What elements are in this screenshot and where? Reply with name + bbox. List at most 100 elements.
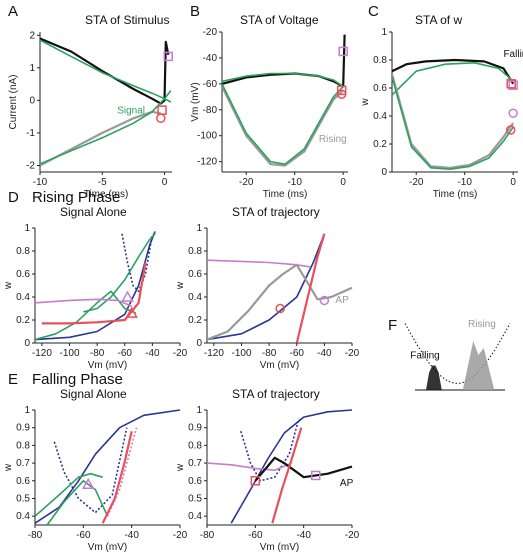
chart-b-ytick-label: -120 — [197, 157, 217, 168]
chart-d1-ylabel: w — [3, 281, 14, 290]
chart-e2-plot-area — [207, 409, 353, 524]
chart-a-xtick-label: -10 — [33, 177, 48, 188]
chart-d2-xtick-label: -20 — [345, 348, 360, 359]
chart-d1-xtick-label: -120 — [32, 348, 52, 359]
chart-e2-annotation-0: AP — [340, 478, 354, 489]
chart-e1-series-2-line — [35, 472, 103, 517]
chart-e1-title: Signal Alone — [60, 387, 127, 401]
chart-e2-ytick-label: 0.4 — [188, 511, 202, 522]
chart-a-xtick-label: 0 — [162, 177, 168, 188]
chart-d1-ytick-label: 0.2 — [16, 315, 30, 326]
chart-f-potential-curve — [404, 323, 511, 384]
chart-b-series-2-line — [222, 85, 344, 167]
chart-d1-series-4-line — [35, 298, 133, 307]
chart-c-annotation-0: Falling — [503, 49, 523, 60]
chart-d1-marker-triangle-red — [125, 306, 138, 318]
panel-letter-f: F — [388, 317, 397, 334]
chart-e1-ytick-label: 0.7 — [16, 458, 30, 469]
panel-letter-c: C — [368, 3, 379, 20]
chart-d2-xtick-label: -100 — [232, 348, 252, 359]
chart-b-marker-square-purple — [338, 46, 348, 57]
chart-c-series-0-line — [392, 58, 515, 85]
panel-letter-a: A — [8, 3, 18, 20]
chart-b-series-3-line — [222, 83, 344, 165]
chart-b-plot-area — [222, 34, 346, 167]
chart-c-series-2-line — [392, 73, 515, 169]
chart-e2-ylabel: w — [175, 463, 186, 472]
chart-e1-plot-area — [35, 409, 181, 525]
chart-e2-series-2-line — [207, 462, 292, 472]
chart-b-ylabel: Vm (mV) — [190, 82, 201, 121]
chart-b-ytick-label: -40 — [203, 53, 218, 64]
chart-d2-xtick-label: -60 — [290, 348, 305, 359]
chart-d1-title: Signal Alone — [60, 205, 127, 219]
chart-d2-title: STA of trajectory — [232, 205, 320, 219]
chart-b-xtick-label: -10 — [287, 177, 302, 188]
chart-d1-xtick-label: -40 — [145, 348, 160, 359]
chart-e2-xtick-label: -60 — [248, 530, 263, 541]
chart-b-annotation-0: Rising — [319, 134, 347, 145]
panel-letter-e: E — [8, 371, 18, 388]
chart-b-ytick-label: -80 — [203, 105, 218, 116]
chart-e1-ytick-label: 0.4 — [16, 511, 30, 522]
chart-c-xtick-label: 0 — [510, 177, 516, 188]
chart-d1-series-0-line — [35, 231, 156, 341]
chart-e2-xtick-label: -20 — [345, 530, 360, 541]
chart-a-marker-square-purple — [163, 51, 174, 62]
chart-d2-ytick-label: 0.4 — [188, 292, 202, 303]
chart-e1-ytick-label: 0.5 — [16, 493, 30, 504]
chart-b-ytick-label: -20 — [203, 27, 218, 38]
chart-a-xtick-label: -5 — [98, 177, 107, 188]
chart-d1-xlabel: Vm (mV) — [88, 360, 127, 371]
chart-e2-ytick-label: 0.9 — [188, 423, 202, 434]
chart-e1-xtick-label: -20 — [173, 530, 188, 541]
chart-d1-series-3-line — [83, 233, 156, 313]
chart-c-plot-area — [392, 58, 515, 170]
chart-d2-marker-circle-red — [275, 303, 285, 314]
chart-b-ytick-label: -60 — [203, 79, 218, 90]
chart-f-label-rising: Rising — [468, 319, 496, 330]
chart-a-ylabel: Current (nA) — [8, 74, 19, 129]
chart-e2-ytick-label: 0.7 — [188, 458, 202, 469]
chart-d2-ytick-label: 0.6 — [188, 269, 202, 280]
panel-letter-d: D — [8, 189, 19, 206]
chart-e1-ytick-label: 1 — [24, 405, 30, 416]
chart-c-marker-square-purple — [508, 80, 518, 90]
chart-d2-marker-circle-purple — [319, 295, 330, 306]
chart-d1-xtick-label: -60 — [118, 348, 133, 359]
chart-b-xtick-label: 0 — [340, 177, 346, 188]
chart-c-series-3-line — [392, 76, 514, 170]
chart-d2-ytick-label: 0 — [196, 338, 202, 349]
chart-e1-series-1-line — [53, 427, 128, 514]
chart-e2-xtick-label: -80 — [200, 530, 215, 541]
chart-e2-series-3-line — [254, 456, 353, 482]
chart-e2: STA of trajectory-80 -60 -40 -200.40.50.60.… — [175, 387, 360, 553]
chart-e2-series-1-line — [240, 418, 300, 482]
chart-c-marker-circle-red — [505, 125, 516, 135]
chart-a-series-2-line — [40, 39, 172, 103]
chart-d1-ytick-label: 1 — [24, 223, 30, 234]
chart-e2-title: STA of trajectory — [232, 387, 320, 401]
chart-c-ytick-label: 0.2 — [373, 139, 387, 150]
chart-a-series-0-line — [40, 37, 170, 105]
chart-e2-marker-square-purple — [311, 470, 321, 481]
chart-c-xtick-label: -10 — [457, 177, 472, 188]
chart-c-title: STA of w — [415, 13, 462, 27]
chart-d1-xtick-label: -100 — [60, 348, 80, 359]
chart-e1-series-0-line — [35, 409, 181, 524]
chart-d1-ytick-label: 0.6 — [16, 269, 30, 280]
chart-d1-series-1-line — [121, 233, 154, 293]
chart-c-marker-square-red — [506, 79, 516, 89]
chart-d2-xlabel: Vm (mV) — [260, 360, 299, 371]
chart-a-ytick-label: 2 — [29, 30, 35, 41]
chart-a-ytick-label: 0 — [29, 95, 35, 106]
chart-d2-ylabel: w — [175, 281, 186, 290]
chart-e1-ytick-label: 0.6 — [16, 476, 30, 487]
chart-b-xtick-label: -20 — [239, 177, 254, 188]
chart-d2: STA of trajectory -120 -100 -80 -60 -40 -20 0 0.… — [175, 205, 360, 371]
chart-d1-series-2-line — [35, 290, 137, 341]
chart-d1-xtick-label: -20 — [173, 348, 188, 359]
chart-e1-series-5-line — [101, 430, 133, 524]
chart-a-ytick-label: -1 — [26, 128, 35, 139]
chart-d2-series-2-line — [207, 259, 311, 268]
